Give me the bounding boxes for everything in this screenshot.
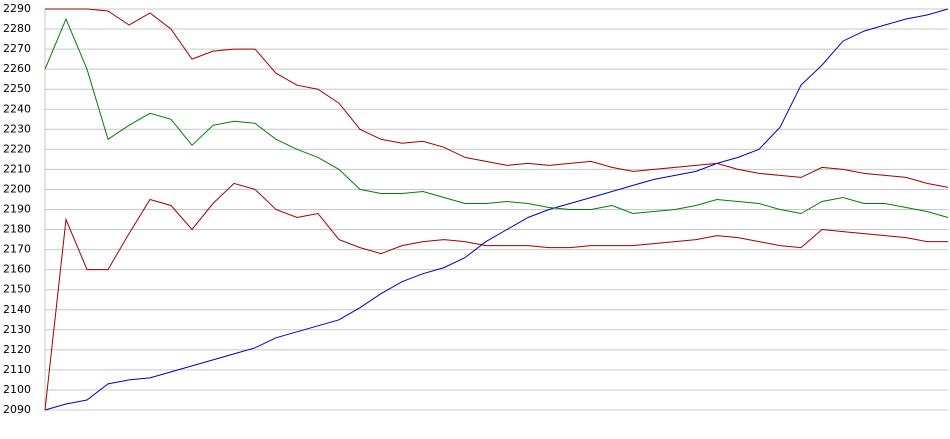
y-tick-label: 2100 (3, 383, 31, 396)
series-line (44, 17, 949, 218)
y-tick-label: 2180 (3, 223, 31, 236)
y-tick-label: 2260 (3, 62, 31, 75)
y-tick-label: 2160 (3, 263, 31, 276)
y-tick-label: 2120 (3, 343, 31, 356)
y-tick-label: 2290 (3, 2, 31, 15)
y-tick-label: 2280 (3, 22, 31, 35)
y-tick-label: 2210 (3, 162, 31, 175)
y-tick-label: 2140 (3, 303, 31, 316)
y-tick-label: 2090 (3, 403, 31, 416)
series-line (44, 182, 948, 411)
y-tick-label: 2240 (3, 102, 31, 115)
y-tick-label: 2200 (3, 182, 31, 195)
series-line (45, 8, 949, 188)
y-tick-label: 2220 (3, 142, 31, 155)
y-tick-label: 2270 (3, 42, 31, 55)
y-tick-label: 2130 (3, 323, 31, 336)
y-tick-label: 2190 (3, 203, 31, 216)
y-tick-label: 2150 (3, 283, 31, 296)
y-tick-label: 2250 (3, 82, 31, 95)
y-tick-label: 2230 (3, 122, 31, 135)
y-tick-label: 2110 (3, 363, 31, 376)
y-tick-label: 2170 (3, 243, 31, 256)
series-line (44, 8, 949, 411)
